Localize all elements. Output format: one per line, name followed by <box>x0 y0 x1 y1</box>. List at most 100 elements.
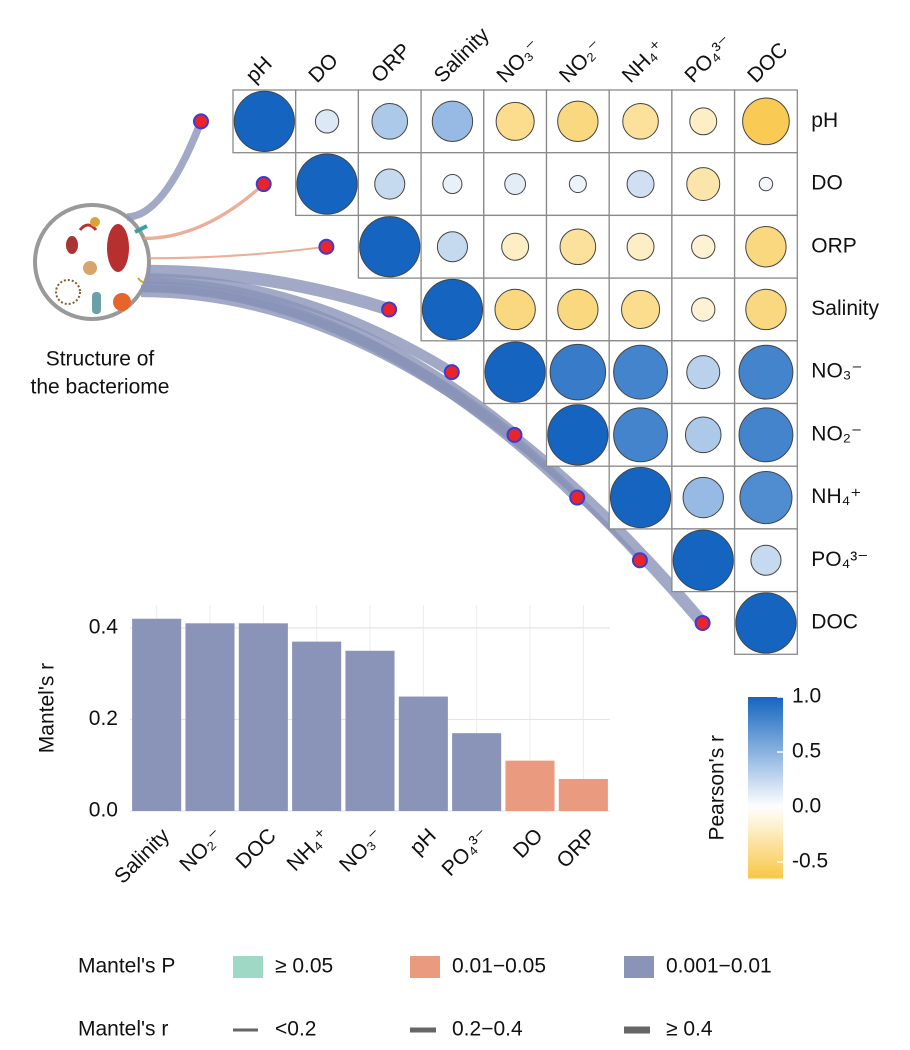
corr-circle <box>609 466 672 529</box>
bar <box>132 618 182 811</box>
mantel-link <box>141 284 708 627</box>
link-end <box>318 238 335 255</box>
corr-circle <box>314 109 340 134</box>
corr-circle <box>691 297 716 322</box>
bar <box>505 760 555 811</box>
corr-circle <box>559 228 597 266</box>
bar <box>292 641 342 811</box>
row-label: DO <box>811 172 843 195</box>
column-label: DOC <box>743 38 792 87</box>
link-end <box>569 489 586 506</box>
corr-circle <box>686 355 721 390</box>
column-label: pH <box>242 52 277 87</box>
corr-circle <box>745 288 787 331</box>
node-label: Structure of <box>46 348 155 371</box>
corr-circle <box>501 232 530 261</box>
corr-circle <box>758 176 774 192</box>
corr-circle <box>494 288 536 331</box>
x-tick-label: NO₂⁻ <box>175 824 227 876</box>
microbe <box>92 292 101 314</box>
corr-circle <box>431 100 474 143</box>
row-label: NH₄⁺ <box>811 485 861 508</box>
corr-circle <box>484 341 546 403</box>
corr-circle <box>613 344 668 400</box>
corr-circle <box>547 404 609 466</box>
colorbar <box>748 697 783 879</box>
corr-circle <box>739 470 793 525</box>
legend-swatch <box>233 956 263 978</box>
column-label: NO₂⁻ <box>555 35 607 87</box>
y-tick-label: 0.0 <box>89 799 118 822</box>
link-end <box>381 301 398 318</box>
colorbar-tick-label: 0.5 <box>792 740 821 763</box>
y-tick-label: 0.2 <box>89 707 118 730</box>
colorbar-tick-label: 1.0 <box>792 685 821 708</box>
corr-circle <box>745 226 787 268</box>
row-label: ORP <box>811 234 857 257</box>
mantel-link <box>148 245 327 260</box>
corr-circle <box>622 103 659 140</box>
legend-label: 0.001−0.01 <box>666 955 772 978</box>
legend-title: Mantel's r <box>78 1018 168 1041</box>
microbe <box>78 223 98 231</box>
link-end <box>443 364 460 381</box>
link-end <box>506 426 523 443</box>
corr-circle <box>371 103 409 140</box>
mantel-link <box>143 182 265 241</box>
corr-circle <box>684 416 722 454</box>
corr-circle <box>742 97 790 146</box>
x-tick-label: DOC <box>232 824 281 873</box>
corr-circle <box>296 153 358 215</box>
corr-circle <box>613 407 668 463</box>
node-label: the bacteriome <box>31 376 170 399</box>
corr-circle <box>626 232 655 261</box>
microbe <box>83 261 97 275</box>
row-label: pH <box>811 109 838 132</box>
corr-circle <box>549 343 607 401</box>
column-label: ORP <box>367 39 415 87</box>
microbe <box>134 224 148 234</box>
corr-circle <box>691 234 716 259</box>
colorbar-tick-label: -0.5 <box>792 850 828 873</box>
cell <box>733 152 798 217</box>
colorbar-title: Pearson's r <box>706 735 729 841</box>
column-label: NH₄⁺ <box>618 36 670 88</box>
corr-circle <box>735 592 797 654</box>
legend-swatch <box>410 956 440 978</box>
corr-circle <box>374 168 406 200</box>
legend-label: 0.2−0.4 <box>452 1018 523 1041</box>
microbe <box>66 236 78 254</box>
corr-circle <box>436 231 468 263</box>
x-tick-label: NO₃⁻ <box>335 824 387 876</box>
legend-label: ≥ 0.05 <box>275 955 333 978</box>
microbe <box>90 217 100 227</box>
bar <box>345 650 395 811</box>
link-end <box>631 552 648 569</box>
mantel-link <box>126 119 205 221</box>
corr-circle <box>682 476 724 519</box>
x-tick-label: ORP <box>552 824 600 872</box>
y-axis-label: Mantel's r <box>36 663 59 753</box>
x-tick-label: pH <box>406 824 441 859</box>
column-label: Salinity <box>430 23 494 87</box>
bar <box>558 778 608 811</box>
corr-circle <box>495 101 535 141</box>
corr-circle <box>359 216 421 278</box>
row-label: NO₃⁻ <box>811 360 862 383</box>
legend-label: ≥ 0.4 <box>666 1018 713 1041</box>
link-end <box>694 614 711 631</box>
link-end <box>255 176 272 193</box>
colorbar-tick-label: 0.0 <box>792 795 821 818</box>
corr-circle <box>557 288 599 331</box>
corr-circle <box>504 173 527 195</box>
corr-circle <box>233 90 295 152</box>
legend-label: <0.2 <box>275 1018 316 1041</box>
mantel-link <box>148 264 392 316</box>
x-tick-label: Salinity <box>110 824 174 888</box>
bar <box>185 623 235 811</box>
microbe <box>107 224 129 272</box>
bar <box>398 696 448 811</box>
column-label: PO₄³⁻ <box>680 31 737 88</box>
corr-circle <box>689 107 718 136</box>
corr-circle <box>621 289 661 329</box>
